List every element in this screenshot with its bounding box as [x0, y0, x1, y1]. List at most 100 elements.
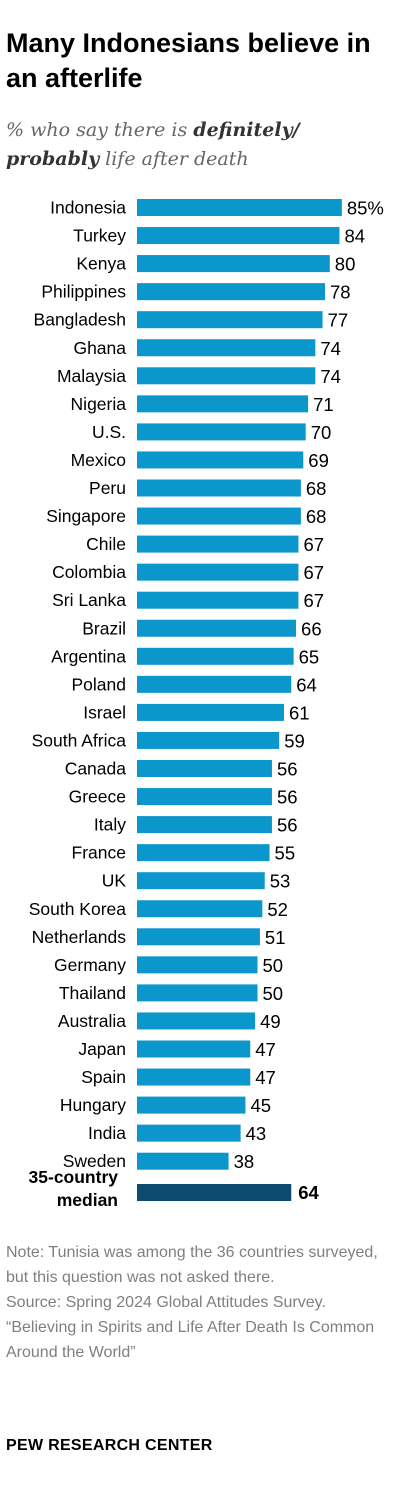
bar: [137, 507, 301, 525]
category-label: Chile: [86, 534, 126, 554]
chart-title: Many Indonesians believe in an afterlife: [6, 28, 371, 93]
category-label: Philippines: [41, 282, 126, 302]
bar: [137, 563, 299, 581]
value-label: 64: [296, 674, 317, 695]
median-bar: [137, 1184, 292, 1201]
subtitle-suffix: life after death: [99, 148, 249, 170]
value-label: 69: [308, 450, 329, 471]
subtitle-emphasis-1: definitely/: [193, 119, 300, 141]
bar: [137, 900, 263, 918]
bar: [137, 339, 316, 357]
value-label: 71: [313, 394, 334, 415]
category-label: Malaysia: [57, 366, 126, 386]
bar: [137, 283, 325, 301]
category-label: Brazil: [82, 618, 126, 638]
value-label: 61: [289, 702, 310, 723]
value-label: 74: [320, 338, 341, 359]
bar: [137, 984, 258, 1002]
value-label: 68: [306, 506, 327, 527]
bar: [137, 928, 260, 946]
bar: [137, 591, 299, 609]
bar: [137, 731, 280, 749]
chart-subtitle: % who say there is definitely/probably l…: [6, 116, 396, 174]
bar: [137, 395, 309, 413]
value-label: 68: [306, 478, 327, 499]
bar: [137, 535, 299, 553]
value-label: 65: [299, 646, 320, 667]
category-label: Japan: [78, 1039, 126, 1059]
value-label: 50: [263, 983, 284, 1004]
value-label: 85%: [347, 198, 384, 219]
category-label: Sri Lanka: [52, 590, 126, 610]
category-label: Spain: [81, 1067, 126, 1087]
bar: [137, 479, 301, 497]
value-label: 67: [303, 562, 324, 583]
category-label: Greece: [69, 787, 126, 807]
value-label: 80: [335, 254, 356, 275]
category-label: Canada: [65, 759, 127, 779]
category-label: Poland: [72, 674, 127, 694]
bar: [137, 956, 258, 974]
report-title: “Believing in Spirits and Life After Dea…: [6, 1319, 375, 1361]
bar: [137, 1068, 251, 1086]
subtitle-prefix: % who say there is: [6, 119, 194, 141]
bar: [137, 647, 294, 665]
value-label: 52: [267, 899, 288, 920]
category-label: Singapore: [46, 506, 126, 526]
category-label: India: [88, 1123, 126, 1143]
value-label: 77: [328, 310, 349, 331]
value-label: 45: [250, 1095, 271, 1116]
category-label: Netherlands: [32, 927, 127, 947]
bar: [137, 423, 306, 441]
value-label: 59: [284, 730, 305, 751]
value-label: 70: [311, 422, 332, 443]
category-label: Sweden: [63, 1151, 126, 1171]
value-label: 78: [330, 282, 351, 303]
category-label: Hungary: [60, 1095, 126, 1115]
value-label: 56: [277, 815, 298, 836]
bar: [137, 619, 297, 637]
bar: [137, 788, 272, 806]
bar: [137, 1040, 251, 1058]
value-label: 47: [255, 1067, 276, 1088]
value-label: 67: [303, 534, 324, 555]
category-label: Germany: [54, 955, 126, 975]
note-text: Note: Tunisia was among the 36 countries…: [6, 1244, 378, 1286]
bar: [137, 816, 272, 834]
source-text: Source: Spring 2024 Global Attitudes Sur…: [6, 1294, 326, 1311]
value-label: 51: [265, 927, 286, 948]
bar: [137, 1124, 241, 1142]
bar: [137, 451, 304, 469]
notes-block: Note: Tunisia was among the 36 countries…: [6, 1240, 386, 1365]
bar: [137, 760, 272, 777]
bar-chart: Indonesia 85% Turkey 84 Kenya 80 Philippines 78…: [29, 198, 384, 1211]
bar: [137, 1012, 256, 1030]
category-label: Peru: [89, 478, 126, 498]
value-label: 43: [246, 1123, 267, 1144]
value-label: 38: [234, 1151, 255, 1172]
category-label: Kenya: [76, 254, 126, 274]
bar: [137, 703, 285, 721]
category-label: South Korea: [29, 899, 127, 919]
value-label: 53: [270, 871, 291, 892]
category-label: Turkey: [73, 226, 126, 246]
category-label: Thailand: [59, 983, 126, 1003]
bar: [137, 844, 270, 862]
value-label: 50: [263, 955, 284, 976]
category-label: Australia: [58, 1011, 126, 1031]
category-label: UK: [102, 871, 127, 891]
value-label: 56: [277, 787, 298, 808]
category-label: Italy: [94, 815, 126, 835]
bar: [137, 1096, 246, 1114]
value-label: 47: [255, 1039, 276, 1060]
median-label-line2: median: [57, 1190, 118, 1210]
category-label: South Africa: [32, 730, 127, 750]
value-label: 74: [320, 366, 341, 387]
bar: [137, 199, 342, 216]
category-label: U.S.: [92, 422, 126, 442]
category-label: Israel: [83, 702, 126, 722]
category-label: France: [72, 843, 126, 863]
category-label: Colombia: [52, 562, 126, 582]
median-label-line1: 35-country: [29, 1167, 119, 1187]
bar: [137, 255, 330, 273]
